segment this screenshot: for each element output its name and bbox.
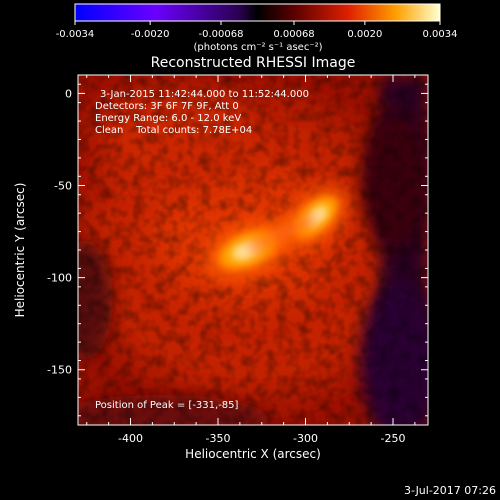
y-tick-label: -150 — [47, 364, 72, 377]
y-tick-label: -100 — [47, 272, 72, 285]
x-axis-label: Heliocentric X (arcsec) — [185, 447, 321, 461]
y-axis: 0 -50 -100 -150 — [47, 83, 428, 417]
annotation-peak: Position of Peak = [-331,-85] — [95, 400, 239, 411]
x-tick-label: -350 — [206, 432, 231, 445]
colorbar-tick-label: 0.0020 — [347, 29, 382, 40]
x-tick-label: -250 — [381, 432, 406, 445]
colorbar — [74, 3, 441, 22]
source-bridge — [244, 210, 320, 257]
x-axis: -400 -350 -300 -250 — [86, 75, 416, 445]
y-tick-label: 0 — [65, 87, 72, 100]
y-axis-label: Heliocentric Y (arcsec) — [13, 183, 27, 318]
chart-title: Reconstructed RHESSI Image — [151, 55, 356, 71]
annotation-detectors: Detectors: 3F 6F 7F 9F, Att 0 — [95, 101, 239, 112]
colorbar-axis: -0.0034 -0.0020 -0.00068 0.00068 0.0020 0.003… — [56, 21, 458, 40]
colorbar-tick-label: 0.00068 — [273, 29, 314, 40]
x-tick-label: -300 — [293, 432, 318, 445]
colorbar-tick-label: -0.0020 — [131, 29, 170, 40]
annotation-clean: Clean Total counts: 7.78E+04 — [95, 125, 252, 136]
colorbar-tick-label: 0.0034 — [423, 29, 458, 40]
annotation-energy: Energy Range: 6.0 - 12.0 keV — [95, 113, 241, 124]
colorbar-unit-label: (photons cm⁻² s⁻¹ asec⁻²) — [193, 42, 322, 53]
heatmap-image — [78, 75, 428, 425]
y-tick-label: -50 — [54, 180, 72, 193]
colorbar-tick-label: -0.0034 — [56, 29, 95, 40]
footer-timestamp: 3-Jul-2017 07:26 — [404, 484, 496, 497]
annotation-time-range: 3-Jan-2015 11:42:44.000 to 11:52:44.000 — [100, 89, 309, 100]
x-tick-label: -400 — [118, 432, 143, 445]
colorbar-tick-label: -0.00068 — [199, 29, 244, 40]
